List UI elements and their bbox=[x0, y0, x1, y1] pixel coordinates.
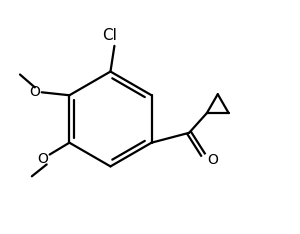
Text: Cl: Cl bbox=[102, 28, 117, 43]
Text: O: O bbox=[207, 154, 218, 168]
Text: O: O bbox=[37, 153, 48, 166]
Text: O: O bbox=[29, 85, 40, 99]
